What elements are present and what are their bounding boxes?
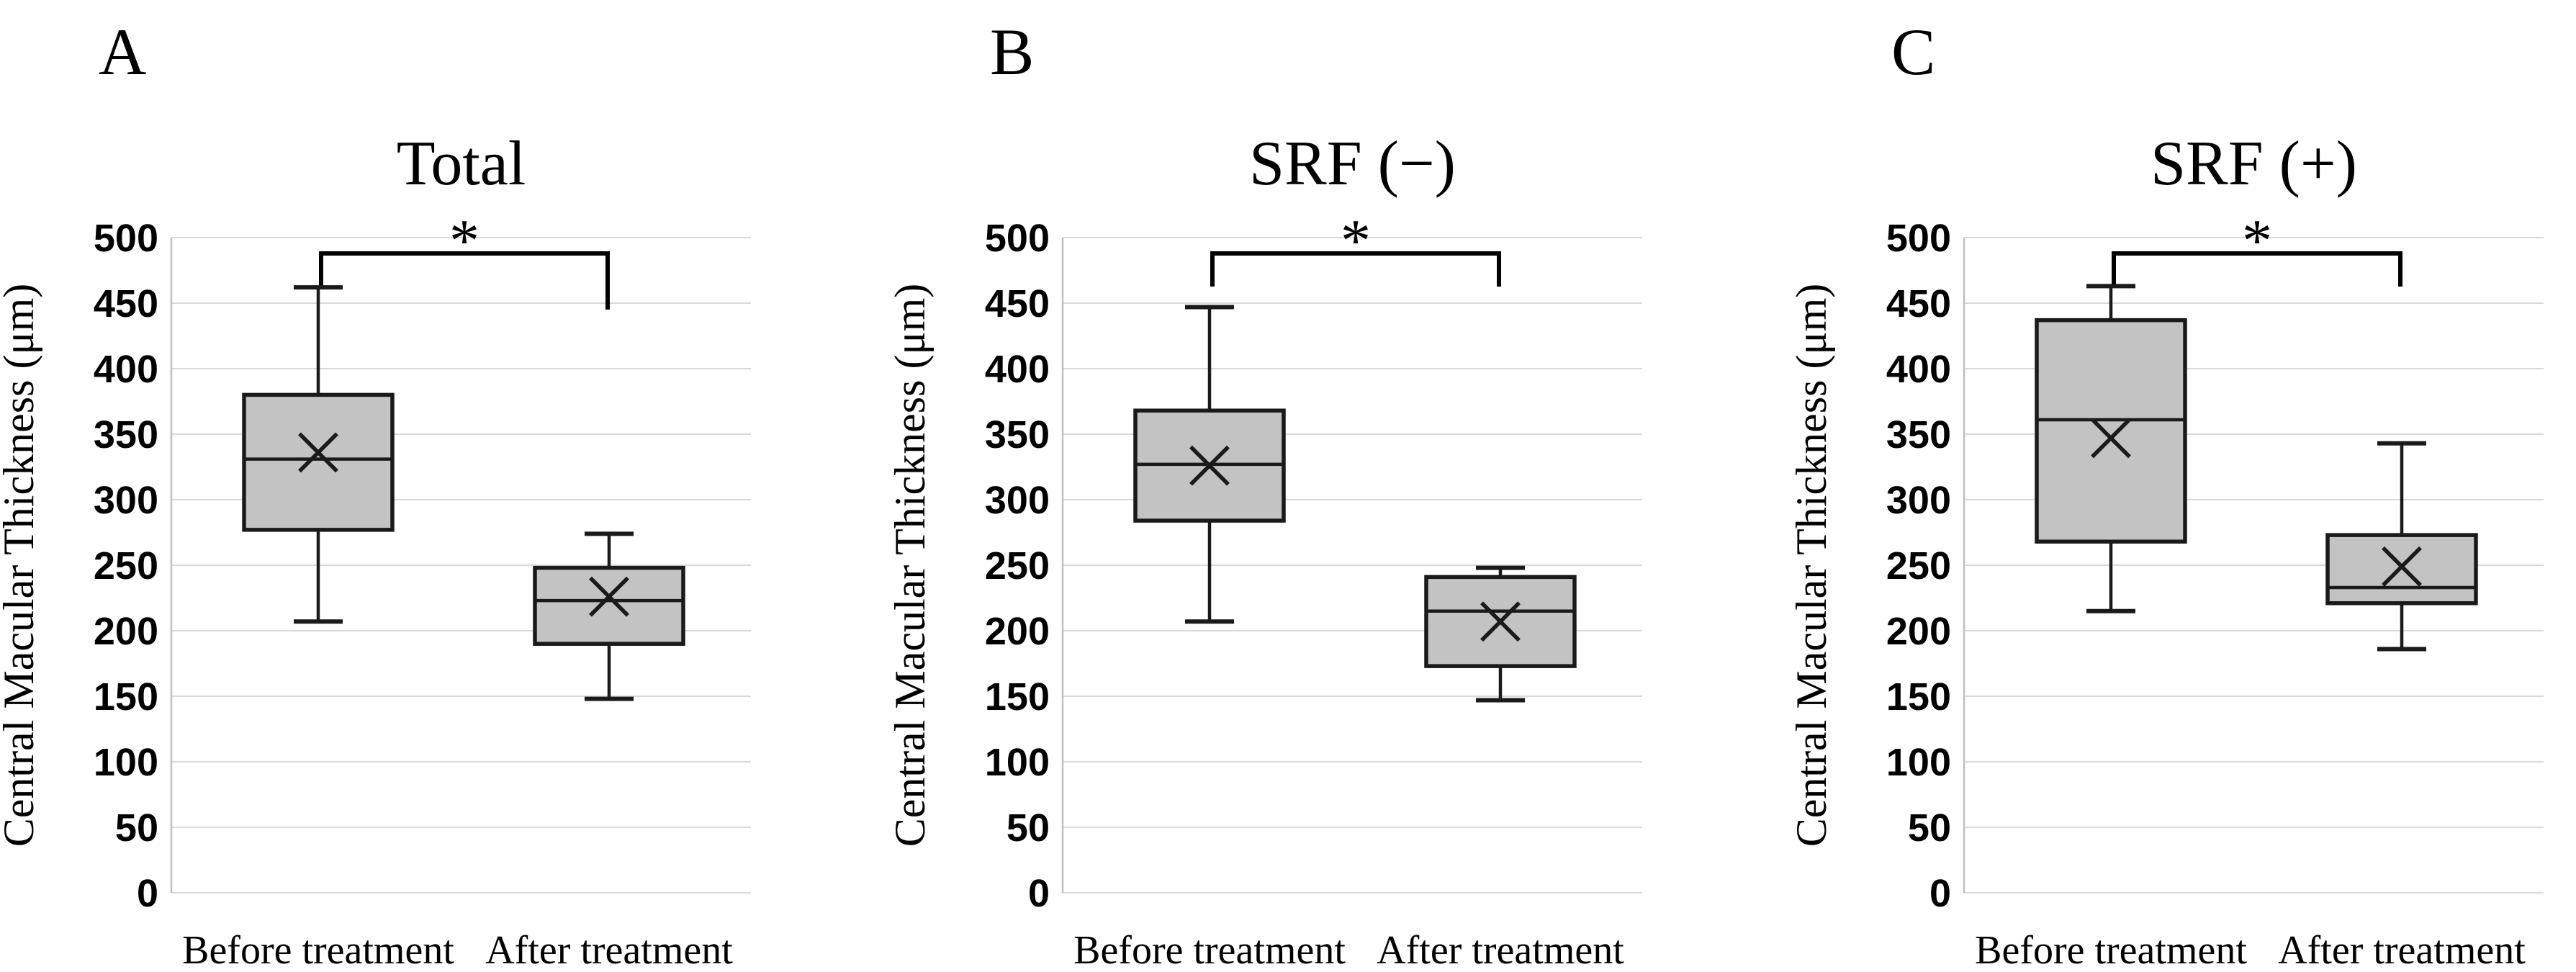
y-tick-label: 0	[1929, 872, 1951, 915]
significance-star: *	[1341, 207, 1371, 274]
y-tick-label: 400	[1886, 348, 1951, 391]
y-tick-label: 200	[1886, 610, 1951, 653]
y-tick-label: 450	[985, 282, 1050, 325]
y-tick-label: 50	[1908, 806, 1951, 850]
y-axis-title: Central Macular Thickness (μm)	[891, 284, 934, 847]
y-tick-label: 150	[1886, 675, 1951, 719]
panel-srf-negative: 0 50 100 150 200 250 300 350 400 450 500 B SRF (−) Ce…	[891, 15, 1642, 972]
y-axis-title: Central Macular Thickness (μm)	[1793, 284, 1835, 847]
boxplot-after	[1424, 565, 1577, 703]
panel-letter: B	[990, 15, 1034, 89]
mean-marker	[1189, 445, 1230, 486]
x-category-label: After treatment	[1377, 928, 1624, 972]
y-tick-label: 500	[1886, 217, 1951, 260]
y-tick-label: 400	[94, 348, 158, 391]
y-tick-label: 0	[1028, 872, 1050, 915]
y-tick-label: 150	[985, 675, 1050, 719]
panel-title: SRF (−)	[1249, 129, 1456, 199]
x-category-label: After treatment	[485, 928, 733, 972]
significance-star: *	[2242, 207, 2272, 274]
y-axis-title: Central Macular Thickness (μm)	[0, 284, 42, 847]
y-tick-label: 350	[1886, 413, 1951, 456]
y-tick-label: 350	[94, 413, 158, 456]
x-category-label: Before treatment	[1073, 928, 1346, 972]
x-category-label: Before treatment	[182, 928, 454, 972]
y-tick-label: 450	[1886, 282, 1951, 325]
y-tick-label: 250	[1886, 544, 1951, 588]
boxplot-before	[1133, 305, 1286, 624]
x-category-label: Before treatment	[1975, 928, 2247, 972]
x-category-label: After treatment	[2278, 928, 2526, 972]
panel-title: SRF (+)	[2151, 129, 2357, 199]
y-tick-label: 250	[94, 544, 158, 588]
iqr-box	[2035, 318, 2187, 544]
y-tick-label: 50	[115, 806, 158, 850]
y-tick-label: 100	[985, 741, 1050, 784]
iqr-box	[242, 392, 395, 532]
panel-total: 0 50 100 150 200 250 300 350 400 450 500 A Total Cent…	[0, 15, 751, 972]
y-tick-label: 350	[985, 413, 1050, 456]
y-tick-label: 500	[94, 217, 158, 260]
panel-srf-positive: 0 50 100 150 200 250 300 350 400 450 500 C SRF (+) Ce…	[1793, 15, 2544, 972]
y-tick-label: 500	[985, 217, 1050, 260]
significance-bracket	[1210, 251, 1501, 287]
y-tick-label: 300	[985, 479, 1050, 522]
y-tick-label: 400	[985, 348, 1050, 391]
y-tick-label: 300	[1886, 479, 1951, 522]
boxplot-before	[2035, 284, 2187, 613]
panel-letter: C	[1891, 15, 1935, 89]
mean-marker	[2091, 418, 2131, 459]
y-tick-label: 200	[985, 610, 1050, 653]
mean-marker	[1480, 601, 1521, 642]
y-tick-label: 100	[94, 741, 158, 784]
boxplot-after	[533, 531, 685, 701]
y-tick-label: 200	[94, 610, 158, 653]
iqr-box	[533, 565, 685, 646]
y-tick-label: 50	[1006, 806, 1050, 850]
y-tick-label: 0	[137, 872, 158, 915]
y-tick-label: 150	[94, 675, 158, 719]
significance-bracket	[319, 251, 610, 310]
y-tick-label: 450	[94, 282, 158, 325]
y-tick-label: 300	[94, 479, 158, 522]
y-tick-label: 100	[1886, 741, 1951, 784]
mean-marker	[2382, 546, 2422, 587]
y-tick-label: 250	[985, 544, 1050, 588]
boxplot-before	[242, 285, 395, 624]
mean-marker	[589, 576, 629, 617]
significance-star: *	[449, 207, 479, 274]
mean-marker	[298, 432, 338, 473]
boxplot-after	[2325, 441, 2478, 652]
panel-title: Total	[397, 129, 526, 199]
significance-bracket	[2112, 251, 2402, 287]
panel-letter: A	[99, 15, 146, 89]
